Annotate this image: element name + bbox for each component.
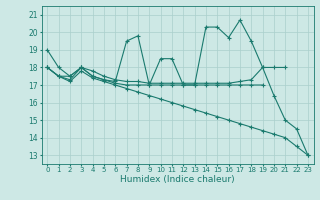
X-axis label: Humidex (Indice chaleur): Humidex (Indice chaleur): [120, 175, 235, 184]
